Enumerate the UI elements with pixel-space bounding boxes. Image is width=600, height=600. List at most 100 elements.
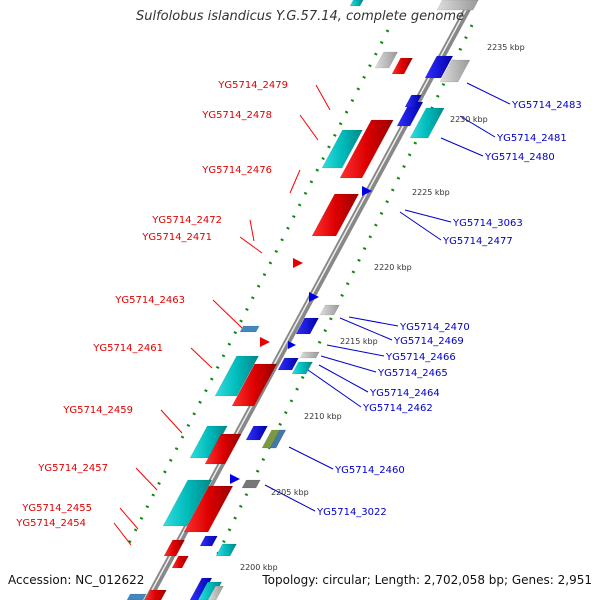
gene-steel <box>239 325 260 333</box>
leader-line <box>326 344 385 357</box>
gene-blue <box>277 357 299 371</box>
label-leader-lines <box>113 82 511 546</box>
gene-grey <box>436 0 479 11</box>
kbp-label: 2205 kbp <box>271 488 309 497</box>
leader-line <box>190 347 213 369</box>
gene-blue-arrow <box>362 186 372 196</box>
gene-blue <box>199 535 218 547</box>
gene-grey <box>439 59 471 83</box>
gene-label-left: YG5714_2454 <box>15 518 86 529</box>
gene-red <box>144 589 167 600</box>
gene-red <box>391 57 414 75</box>
gene-blue <box>404 94 422 108</box>
gene-label-right: YG5714_2483 <box>511 100 582 111</box>
topology-text: Topology: circular; Length: 2,702,058 bp… <box>262 573 592 587</box>
gene-features <box>126 0 479 600</box>
gene-cyan <box>321 129 363 169</box>
gene-label-left: YG5714_2455 <box>21 503 92 514</box>
leader-line <box>299 114 319 141</box>
gene-label-left: YG5714_2471 <box>141 232 212 243</box>
kbp-label: 2225 kbp <box>412 188 450 197</box>
gene-blue-arrow <box>230 474 240 484</box>
leader-line <box>212 299 243 329</box>
gene-label-left: YG5714_2463 <box>114 295 185 306</box>
gene-red-arrow <box>260 337 270 347</box>
leader-line <box>318 364 369 393</box>
leader-line <box>249 219 255 242</box>
kbp-label: 2200 kbp <box>240 563 278 572</box>
gene-label-left: YG5714_2457 <box>37 463 108 474</box>
gene-label-left: YG5714_2459 <box>62 405 133 416</box>
gene-label-right: YG5714_2466 <box>385 352 456 363</box>
gene-label-right: YG5714_3063 <box>452 218 523 229</box>
gene-label-right: YG5714_2470 <box>399 322 470 333</box>
leader-line <box>160 409 183 434</box>
leader-line <box>307 369 362 408</box>
leader-line <box>404 209 452 223</box>
gene-label-left: YG5714_2461 <box>92 343 163 354</box>
gene-blue-arrow <box>309 292 319 302</box>
gene-red-arrow <box>293 258 303 268</box>
kbp-label: 2235 kbp <box>487 43 525 52</box>
gene-red <box>339 119 394 179</box>
gene-grey <box>374 51 399 69</box>
gene-blue <box>189 577 213 600</box>
gene-blue <box>295 317 320 335</box>
gene-cyan <box>349 0 364 7</box>
leader-line <box>288 446 334 470</box>
gene-label-right: YG5714_2469 <box>393 336 464 347</box>
leader-line <box>264 484 316 512</box>
gene-red <box>204 433 242 465</box>
gene-cyan <box>215 543 237 557</box>
gene-cyan <box>409 107 445 139</box>
gene-label-right: YG5714_2480 <box>484 152 555 163</box>
gene-cyan <box>214 355 260 397</box>
leader-line <box>289 169 301 194</box>
gene-blue-arrow <box>288 341 296 349</box>
leader-line <box>113 522 132 546</box>
gene-label-right: YG5714_2462 <box>362 403 433 414</box>
kbp-label: 2210 kbp <box>304 412 342 421</box>
leader-line <box>399 211 442 241</box>
gene-labels: 2235 kbp 2230 kbp 2225 kbp 2220 kbp 2215 kbp… <box>15 43 582 572</box>
gene-grey <box>207 585 224 600</box>
gene-label-right: YG5714_2464 <box>369 388 440 399</box>
gene-red <box>171 555 189 569</box>
genome-title: Sulfolobus islandicus Y.G.57.14, complet… <box>136 9 464 24</box>
leader-line <box>320 355 377 373</box>
gene-darkgrey <box>241 479 261 489</box>
accession-text: Accession: NC_012622 <box>8 573 145 587</box>
gene-red <box>231 363 278 407</box>
gene-cyan <box>162 479 213 527</box>
gene-red <box>183 485 234 533</box>
gene-blue <box>396 101 424 127</box>
kbp-label: 2230 kbp <box>450 115 488 124</box>
gene-label-left: YG5714_2472 <box>151 215 222 226</box>
gene-label-right: YG5714_2465 <box>377 368 448 379</box>
leader-line <box>348 316 399 327</box>
gene-blue <box>245 425 268 441</box>
gene-grey <box>319 304 340 316</box>
tick-marks <box>126 24 474 561</box>
gene-label-right: YG5714_2460 <box>334 465 405 476</box>
gene-label-right: YG5714_2477 <box>442 236 513 247</box>
leader-line <box>135 467 158 491</box>
kbp-label: 2220 kbp <box>374 263 412 272</box>
right-tick-track <box>213 24 474 561</box>
gene-label-left: YG5714_2479 <box>217 80 288 91</box>
leader-line <box>459 115 496 138</box>
gene-label-right: YG5714_3022 <box>316 507 387 518</box>
leader-line <box>315 84 331 111</box>
leader-line <box>466 82 511 105</box>
leader-line <box>239 236 263 254</box>
gene-blue <box>424 55 454 79</box>
gene-steel <box>126 593 147 600</box>
gene-red <box>163 539 186 557</box>
gene-red <box>311 193 360 237</box>
gene-label-left: YG5714_2476 <box>201 165 272 176</box>
kbp-label: 2215 kbp <box>340 337 378 346</box>
gene-label-right: YG5714_2481 <box>496 133 567 144</box>
gene-cyan <box>291 361 313 375</box>
gene-grey <box>299 351 320 359</box>
